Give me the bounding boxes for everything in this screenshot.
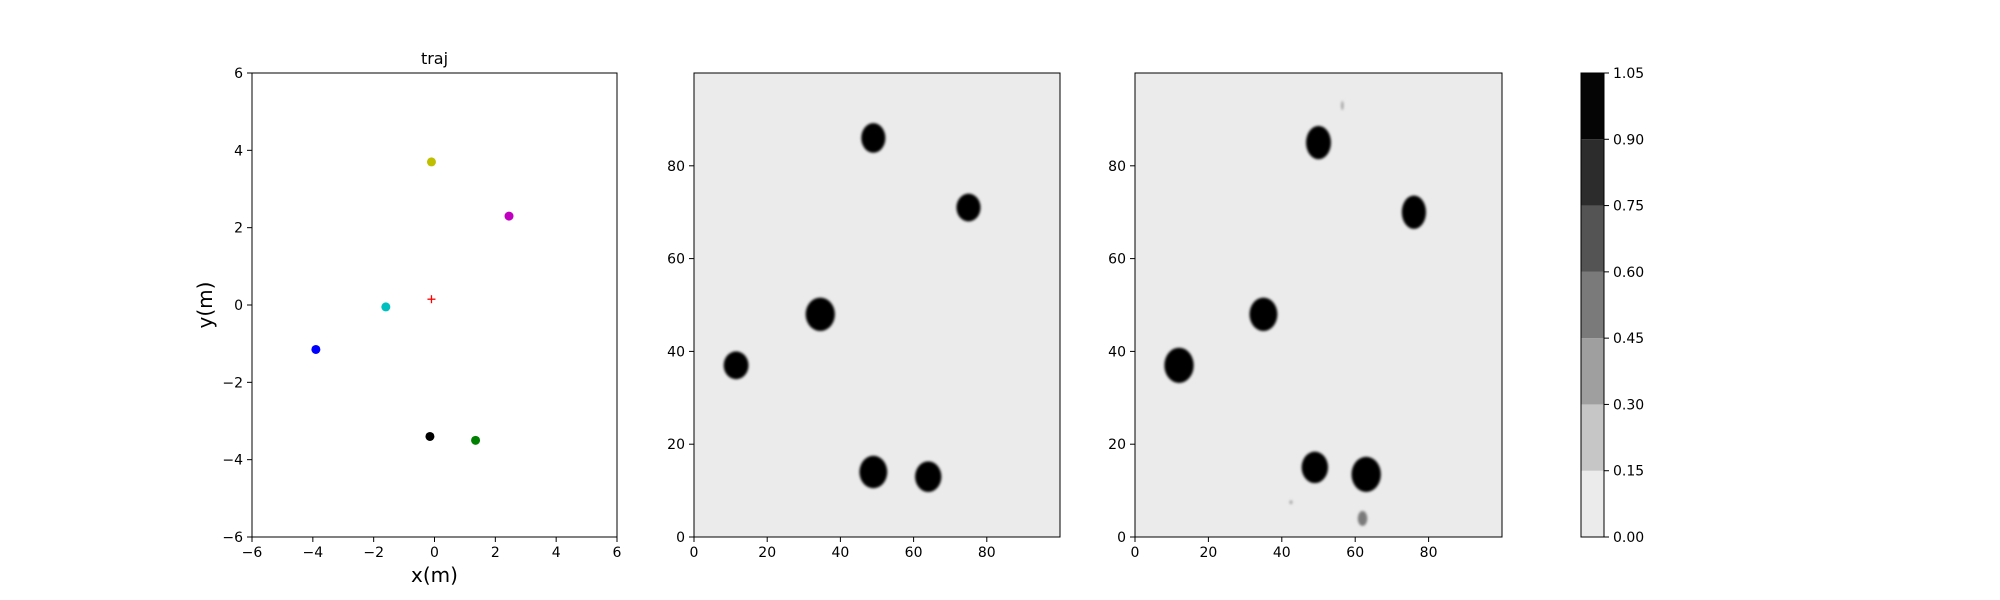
heatmap-1-axes: 0 20 40 60 80 0 20 40 60 80 <box>667 72 1061 561</box>
traj-xtick-label: −4 <box>303 545 324 561</box>
traj-ytick-label: 2 <box>234 221 243 237</box>
traj-ytick-label: 6 <box>234 66 243 82</box>
heatmap-1-xtick-label: 20 <box>758 545 776 561</box>
heatmap-2-ytick-label: 80 <box>1108 159 1126 175</box>
traj-xtick-label: 0 <box>430 545 439 561</box>
colorbar-level <box>1581 205 1604 272</box>
heatmap-2-blobs <box>1164 100 1427 526</box>
heatmap-2-xtick-label: 40 <box>1273 545 1291 561</box>
heatmap-1-frame <box>693 72 1061 538</box>
colorbar: 0.00 0.15 0.30 0.45 0.60 0.75 0.90 1.05 <box>1580 66 1644 546</box>
heatmap-2-ticks: 0 20 40 60 80 0 20 40 60 80 <box>1108 159 1437 561</box>
traj-xtick-label: 6 <box>613 545 622 561</box>
colorbar-tick-label: 0.60 <box>1613 265 1644 281</box>
colorbar-tick-label: 0.75 <box>1613 199 1644 215</box>
heatmap-2-frame <box>1134 72 1503 538</box>
heatmap-2-blob <box>1249 297 1278 331</box>
heatmap-2-xtick-label: 20 <box>1199 545 1217 561</box>
heatmap-1-blob <box>859 455 888 489</box>
traj-center-marker <box>427 295 436 304</box>
heatmap-2-ytick-label: 60 <box>1108 252 1126 268</box>
traj-xlabel: x(m) <box>411 563 458 587</box>
heatmap-1-blob <box>861 123 886 153</box>
traj-ytick-label: −6 <box>222 530 243 546</box>
colorbar-tick-label: 1.05 <box>1613 66 1644 82</box>
colorbar-levels <box>1581 73 1604 537</box>
colorbar-level <box>1581 404 1604 471</box>
traj-ytick-label: −2 <box>222 375 243 391</box>
traj-points <box>311 157 514 445</box>
heatmap-1-blob <box>956 193 981 222</box>
colorbar-tick-label: 0.90 <box>1613 132 1644 148</box>
colorbar-tick-label: 0.15 <box>1613 464 1644 480</box>
heatmap-2-blob <box>1301 451 1329 484</box>
traj-point <box>425 431 435 441</box>
heatmap-2-blob <box>1401 195 1427 229</box>
traj-ytick-label: 4 <box>234 143 243 159</box>
traj-xtick-label: 2 <box>491 545 500 561</box>
heatmap-2-axes: 0 20 40 60 80 0 20 40 60 80 <box>1108 72 1503 561</box>
heatmap-1-blobs <box>723 123 981 492</box>
colorbar-level <box>1581 73 1604 140</box>
heatmap-2-xtick-label: 60 <box>1346 545 1364 561</box>
heatmap-2-blob <box>1351 456 1381 492</box>
heatmap-1-blob <box>723 351 749 380</box>
heatmap-2-xtick-label: 80 <box>1420 545 1438 561</box>
traj-ylabel: y(m) <box>193 282 217 329</box>
heatmap-2-blob <box>1164 347 1194 383</box>
heatmap-1-ytick-label: 20 <box>667 437 685 453</box>
heatmap-1-xtick-label: 60 <box>905 545 923 561</box>
heatmap-2-blob <box>1341 100 1344 111</box>
traj-title: traj <box>421 49 448 68</box>
heatmap-2-ytick-label: 20 <box>1108 437 1126 453</box>
traj-xtick-label: −2 <box>363 545 384 561</box>
traj-point <box>311 344 321 354</box>
traj-axes: traj −6 −4 −2 0 2 4 6 −6 −4 −2 0 2 4 6 x(m) y(m) <box>193 49 622 587</box>
colorbar-tick-label: 0.00 <box>1613 530 1644 546</box>
colorbar-tick-label: 0.45 <box>1613 331 1644 347</box>
heatmap-1-ytick-label: 40 <box>667 344 685 360</box>
traj-xtick-label: −6 <box>242 545 263 561</box>
traj-point <box>426 157 436 167</box>
traj-ytick-label: 0 <box>234 298 243 314</box>
heatmap-1-xtick-label: 80 <box>978 545 996 561</box>
heatmap-2-blob <box>1357 511 1368 526</box>
heatmap-1-ytick-label: 0 <box>676 530 685 546</box>
traj-ticks: −6 −4 −2 0 2 4 6 −6 −4 −2 0 2 4 6 <box>222 66 621 561</box>
traj-xtick-label: 4 <box>552 545 561 561</box>
heatmap-1-blob <box>915 461 942 492</box>
traj-point <box>504 211 514 221</box>
colorbar-level <box>1581 271 1604 339</box>
heatmap-2-ytick-label: 40 <box>1108 344 1126 360</box>
heatmap-2-blob <box>1289 500 1293 505</box>
heatmap-1-ytick-label: 80 <box>667 159 685 175</box>
heatmap-1-xtick-label: 0 <box>690 545 699 561</box>
heatmap-1-blob <box>805 297 835 331</box>
colorbar-level <box>1581 139 1604 206</box>
heatmap-1-xtick-label: 40 <box>831 545 849 561</box>
colorbar-tick-label: 0.30 <box>1613 397 1644 413</box>
heatmap-2-xtick-label: 0 <box>1131 545 1140 561</box>
heatmap-1-ticks: 0 20 40 60 80 0 20 40 60 80 <box>667 159 996 561</box>
heatmap-2-blob <box>1306 125 1331 160</box>
traj-frame <box>251 72 618 538</box>
colorbar-frame <box>1580 72 1605 538</box>
colorbar-level <box>1581 470 1604 537</box>
colorbar-level <box>1581 338 1604 405</box>
traj-point <box>381 302 391 312</box>
heatmap-1-ytick-label: 60 <box>667 252 685 268</box>
traj-point <box>471 435 481 445</box>
traj-ytick-label: −4 <box>222 453 243 469</box>
heatmap-2-ytick-label: 0 <box>1117 530 1126 546</box>
colorbar-ticks: 0.00 0.15 0.30 0.45 0.60 0.75 0.90 1.05 <box>1604 66 1644 546</box>
